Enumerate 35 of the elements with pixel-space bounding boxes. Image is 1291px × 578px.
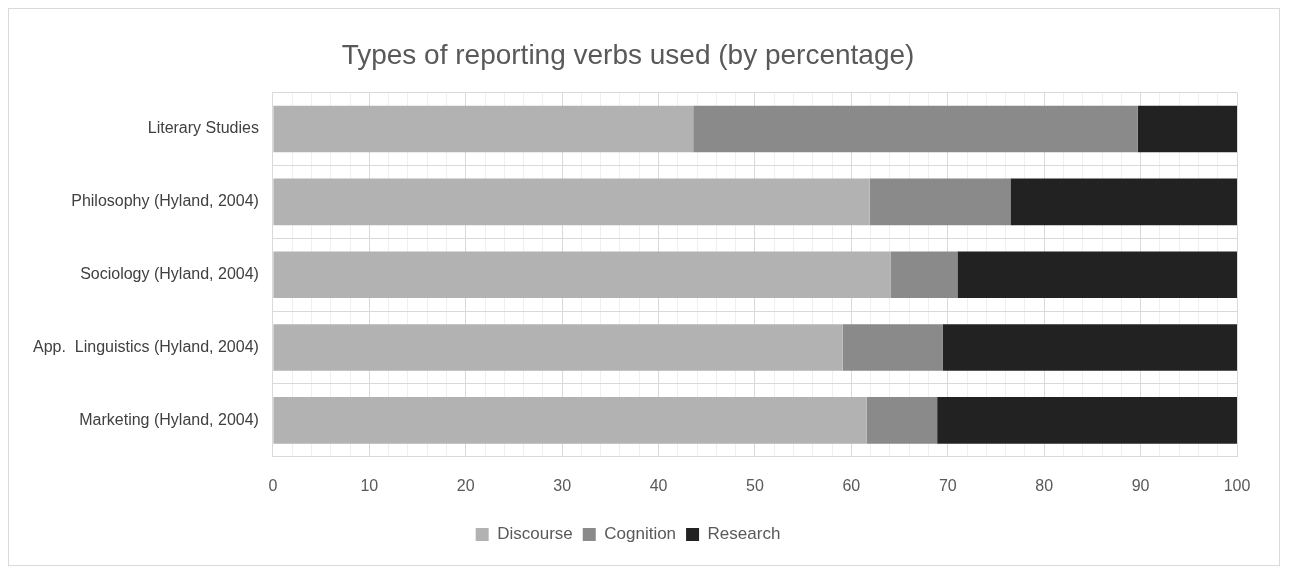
x-tick-label: 60 xyxy=(842,476,861,494)
x-tick-label: 80 xyxy=(1035,476,1054,494)
bar xyxy=(1137,105,1237,153)
y-tick-label: Literary Studies xyxy=(147,119,259,137)
x-tick-label: 40 xyxy=(649,476,668,494)
x-tick-label: 70 xyxy=(938,476,957,494)
bar xyxy=(866,397,938,444)
bar xyxy=(842,324,943,371)
bar xyxy=(942,324,1237,371)
bar xyxy=(273,105,694,153)
x-tick-label: 50 xyxy=(746,476,764,494)
chart-title: Types of reporting verbs used (by percentage) xyxy=(341,38,915,70)
x-tick-label: 0 xyxy=(268,476,278,494)
x-tick-label: 100 xyxy=(1223,476,1251,494)
bar xyxy=(273,178,870,226)
y-tick-label: Marketing (Hyland, 2004) xyxy=(79,410,259,428)
legend-label: Research xyxy=(707,524,781,544)
bar xyxy=(693,105,1138,153)
x-tick-label: 90 xyxy=(1131,476,1150,494)
bar xyxy=(937,397,1237,444)
y-tick-label: Philosophy (Hyland, 2004) xyxy=(71,192,259,210)
x-tick-label: 10 xyxy=(360,476,379,494)
y-tick-label: App. Linguistics (Hyland, 2004) xyxy=(32,337,259,355)
bar xyxy=(1010,178,1237,226)
bar xyxy=(273,397,867,444)
y-tick-label: Sociology (Hyland, 2004) xyxy=(80,265,259,283)
x-tick-label: 20 xyxy=(456,476,475,494)
bar xyxy=(957,251,1237,299)
bar xyxy=(890,251,958,299)
bar xyxy=(273,251,891,299)
x-tick-label: 30 xyxy=(553,476,572,494)
bar xyxy=(869,178,1011,226)
legend-label: Discourse xyxy=(497,524,573,544)
bar xyxy=(273,324,843,371)
legend-label: Cognition xyxy=(604,524,677,544)
